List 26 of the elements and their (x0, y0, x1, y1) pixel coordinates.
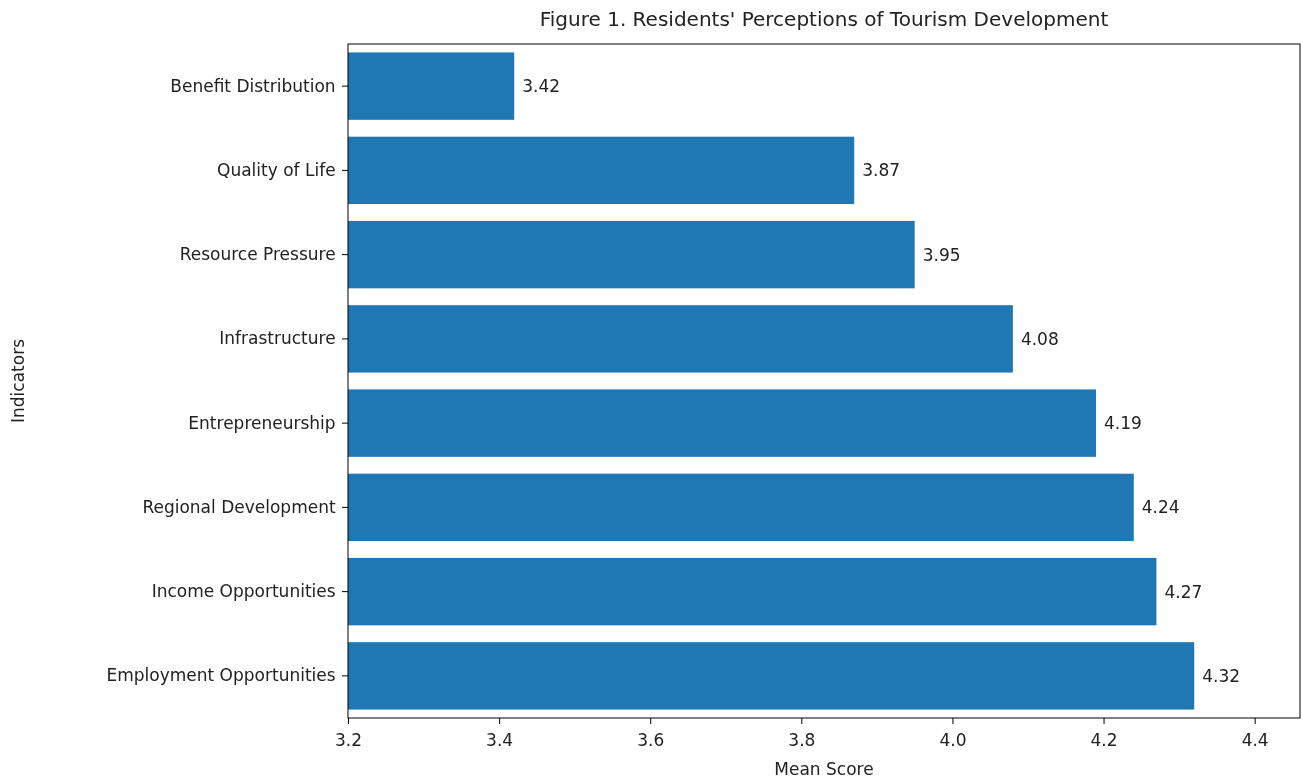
y-tick-label: Resource Pressure (179, 244, 336, 265)
data-label: 3.42 (522, 76, 561, 97)
x-tick-label: 3.8 (788, 729, 816, 750)
y-axis-title: Indicators (8, 338, 28, 423)
data-label: 4.19 (1104, 413, 1142, 434)
data-label: 4.08 (1020, 328, 1059, 349)
y-tick-label: Entrepreneurship (188, 412, 336, 433)
y-tick-label: Regional Development (142, 496, 336, 517)
y-tick-label: Infrastructure (219, 328, 336, 349)
y-tick-label: Quality of Life (217, 159, 336, 180)
data-label: 3.87 (862, 160, 901, 181)
y-tick-label: Benefit Distribution (170, 75, 336, 96)
x-tick-label: 4.2 (1090, 729, 1118, 750)
x-tick-label: 3.6 (637, 729, 665, 750)
data-label: 4.27 (1164, 581, 1203, 602)
y-tick-label: Income Opportunities (151, 581, 336, 602)
x-tick-label: 3.4 (486, 729, 514, 750)
data-label: 4.24 (1141, 497, 1180, 518)
y-tick-label: Employment Opportunities (106, 665, 336, 686)
x-axis-title: Mean Score (774, 759, 874, 779)
x-tick-label: 4.4 (1241, 729, 1269, 750)
data-label: 3.95 (922, 244, 961, 265)
x-tick-label: 3.2 (334, 729, 363, 750)
data-label: 4.32 (1202, 665, 1241, 686)
x-tick-label: 4.0 (939, 729, 967, 750)
chart-title: Figure 1. Residents' Perceptions of Tourism Development (539, 7, 1109, 31)
